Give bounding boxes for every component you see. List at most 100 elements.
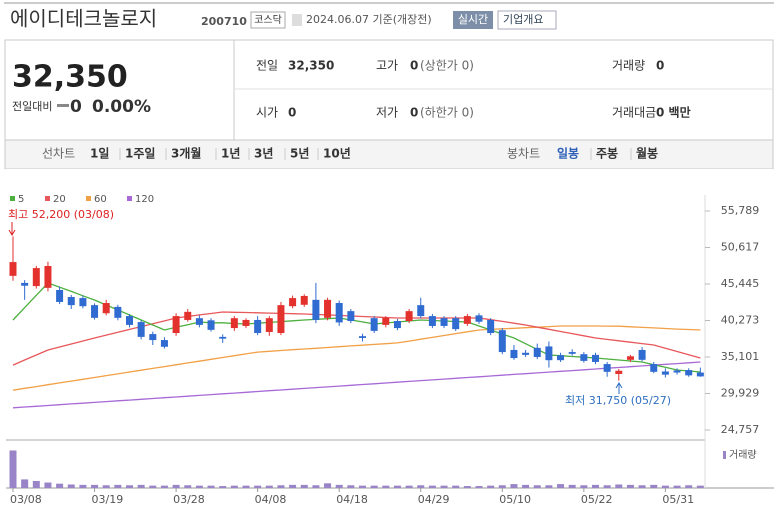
candle-body xyxy=(102,303,110,314)
tab[interactable]: 1년 xyxy=(221,147,240,161)
volume-bar xyxy=(149,485,157,488)
candle-body xyxy=(207,320,215,330)
volume-bar xyxy=(335,484,343,488)
tab[interactable]: 주봉 xyxy=(596,147,618,161)
field-label: 시가 xyxy=(256,106,278,120)
tab-group-label: 선차트 xyxy=(42,147,75,161)
candle-body xyxy=(626,356,634,360)
high-arrow-head xyxy=(8,229,16,236)
volume-bar xyxy=(242,485,250,488)
volume-bar xyxy=(673,485,681,488)
tab[interactable]: 3년 xyxy=(254,147,273,161)
field-note: (상한가 0) xyxy=(420,59,474,73)
field-value: 0 xyxy=(656,59,664,73)
tab-group-label: 봉차트 xyxy=(507,147,540,161)
tab[interactable]: 1일 xyxy=(90,147,109,161)
tab[interactable]: 일봉 xyxy=(557,147,579,161)
volume-bar xyxy=(393,485,401,488)
candle-body xyxy=(545,346,553,361)
volume-bar xyxy=(382,485,390,488)
volume-bar xyxy=(405,485,413,488)
candle-body xyxy=(21,282,29,286)
market: 코스닥 xyxy=(254,14,282,26)
tab[interactable]: 월봉 xyxy=(636,146,658,161)
price: 32,350 xyxy=(12,60,128,95)
volume-bar xyxy=(56,483,64,488)
candle-body xyxy=(463,316,471,324)
company-info[interactable]: 기업개요 xyxy=(503,13,543,26)
candle-body xyxy=(312,299,320,320)
tab[interactable]: 3개월 xyxy=(171,146,201,161)
candle-body xyxy=(568,352,576,354)
field-note: (하한가 0) xyxy=(420,106,474,120)
candle-body xyxy=(580,354,588,361)
change-rate: 0.00% xyxy=(92,97,151,117)
change: 0 xyxy=(70,97,82,117)
tab[interactable]: 10년 xyxy=(323,147,351,161)
low-arrow-head xyxy=(615,382,623,389)
company-info-button[interactable] xyxy=(497,10,557,30)
volume-bar xyxy=(510,484,518,488)
x-tick-label: 03/28 xyxy=(173,493,205,506)
candle-body xyxy=(91,305,99,318)
candle-body xyxy=(673,370,681,373)
volume-bar xyxy=(498,485,506,488)
volume-bar xyxy=(137,484,145,488)
volume-bar xyxy=(568,484,576,488)
volume-bar xyxy=(522,484,530,488)
candle-body xyxy=(522,352,530,355)
volume-bar xyxy=(184,485,192,488)
volume-bar xyxy=(557,484,565,488)
y-tick-label: 29,929 xyxy=(721,387,760,400)
legend-marker xyxy=(127,196,132,201)
volume-bar xyxy=(219,486,227,488)
realtime-button[interactable] xyxy=(453,11,493,29)
moving-average xyxy=(12,325,701,391)
volume-bar xyxy=(370,485,378,488)
volume-bar xyxy=(32,480,40,488)
candle-body xyxy=(56,289,64,302)
field-label: 저가 xyxy=(376,106,398,120)
y-tick-label: 24,757 xyxy=(721,423,760,436)
legend-label: 60 xyxy=(94,194,107,205)
volume-bar xyxy=(126,485,133,488)
candle-body xyxy=(254,319,262,334)
volume-bar xyxy=(254,485,262,488)
candle-body xyxy=(440,318,448,326)
volume-bar xyxy=(300,484,308,488)
volume-bar xyxy=(592,484,599,488)
candle-body xyxy=(9,262,17,276)
legend-marker xyxy=(45,196,50,201)
volume-bar xyxy=(277,485,285,488)
candle-body xyxy=(126,316,133,325)
realtime[interactable]: 실시간 xyxy=(458,13,488,26)
volume-bar xyxy=(160,485,168,488)
candle-body xyxy=(650,364,658,372)
candle-body xyxy=(195,318,203,325)
volume-bar xyxy=(195,485,203,488)
candle-body xyxy=(696,372,704,377)
stock-code: 200710 xyxy=(201,15,247,28)
candle-body xyxy=(242,319,250,326)
legend-label: 120 xyxy=(135,194,154,205)
volume-bar xyxy=(685,485,693,488)
tab[interactable]: 1주일 xyxy=(125,147,155,161)
y-tick-label: 50,617 xyxy=(721,241,760,254)
candle-body xyxy=(417,305,425,317)
volume-bar xyxy=(91,484,99,488)
field-value: 0 백만 xyxy=(656,105,691,120)
tab[interactable]: 5년 xyxy=(290,147,309,161)
candle-body xyxy=(615,370,623,374)
candle-body xyxy=(557,355,565,361)
volume-bar xyxy=(487,485,495,488)
volume-bar xyxy=(440,485,448,488)
candle-body xyxy=(592,354,599,362)
volume-bar xyxy=(417,485,425,488)
candle-body xyxy=(603,364,611,372)
volume-bar xyxy=(324,483,332,488)
legend-marker xyxy=(723,451,726,459)
volume-bar xyxy=(650,484,658,488)
candle-body xyxy=(661,371,669,375)
candle-body xyxy=(67,297,75,306)
